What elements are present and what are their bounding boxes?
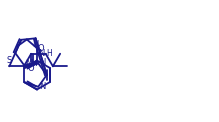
- Text: S: S: [7, 56, 12, 65]
- Text: O: O: [28, 64, 34, 73]
- Text: N: N: [38, 49, 45, 58]
- Text: H: H: [47, 49, 52, 58]
- Text: N: N: [32, 40, 39, 49]
- Text: NH: NH: [25, 59, 38, 68]
- Text: N: N: [39, 82, 46, 91]
- Text: N: N: [39, 58, 46, 67]
- Text: O: O: [38, 44, 45, 53]
